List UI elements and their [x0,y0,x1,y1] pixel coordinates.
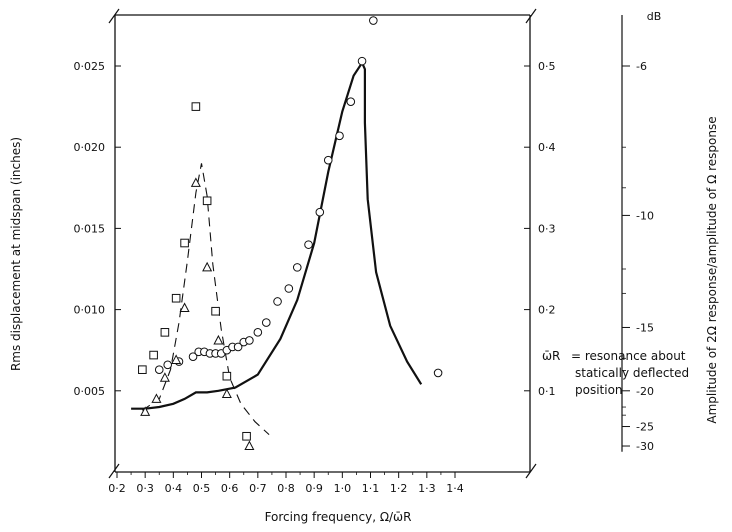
triangle-marker [159,372,170,382]
y-right-tick-label: 0·1 [538,385,556,398]
x-tick-label: 1·2 [390,482,408,495]
square-marker [149,350,158,360]
circle-marker [273,297,282,306]
triangle-marker [202,261,213,272]
x-tick-label: 0·7 [249,482,267,495]
triangle-marker [140,406,151,416]
square-marker [242,431,251,441]
square-marker [171,293,181,303]
circle-marker [357,56,367,66]
axis-break-mark [525,463,537,479]
x-tick-label: 1·4 [446,482,464,495]
square-marker [138,365,147,374]
square-marker [222,371,232,381]
triangle-marker [244,440,255,451]
x-tick-label: 0·4 [165,482,183,495]
circle-marker [188,352,198,361]
square-marker [180,238,189,248]
annotation-line-3: position [575,383,623,397]
annotation-line-2: statically deflected [575,366,689,380]
circle-marker [323,155,333,165]
axis-break-mark [108,463,120,479]
axes [108,8,630,479]
solid-curve [131,60,423,410]
square-marker [191,102,201,111]
y-right-tick-label: 0·3 [538,222,556,235]
axis-break-mark [108,8,120,24]
triangle-marker [151,393,162,403]
y-right-tick-label: 0·4 [538,141,556,154]
x-tick-label: 0·8 [277,482,295,495]
dashed-curve [141,163,270,436]
db-tick-label: -15 [636,321,654,334]
circle-marker [315,207,325,217]
x-tick-label: 1·0 [334,482,352,495]
circle-marker [261,318,271,327]
db-tick-label: -10 [636,209,654,222]
circle-marker [163,360,172,370]
triangle-marker [190,177,201,187]
axis-break-mark [525,8,537,24]
x-tick-label: 0·6 [221,482,239,495]
db-tick-label: -6 [636,60,647,73]
circle-marker [433,368,443,378]
chart-text: Forcing frequency, Ω/ω̄R Rms displacemen… [9,10,719,524]
x-tick-label: 0·9 [305,482,323,495]
data-series [131,16,443,451]
y-left-tick-label: 0·020 [74,141,106,154]
db-scale-title: dB [647,10,662,23]
db-tick-label: -25 [636,421,654,434]
circle-marker [154,365,164,374]
circle-marker [253,328,263,337]
x-tick-label: 1·1 [362,482,380,495]
circle-marker [292,263,302,272]
y-axis-right-title: Amplitude of 2Ω response/amplitude of Ω … [705,116,719,423]
circle-marker [233,342,243,352]
circle-marker [304,240,313,249]
y-left-tick-label: 0·015 [74,222,106,235]
circle-marker [284,284,294,293]
triangle-marker [213,334,224,345]
db-tick-label: -30 [636,440,654,453]
annotation-symbol: ω̄R [542,349,560,363]
square-marker [211,306,220,316]
y-right-tick-label: 0·5 [538,60,556,73]
y-left-tick-label: 0·010 [74,304,106,317]
triangle-marker [179,302,190,312]
x-tick-label: 0·3 [136,482,154,495]
circle-marker [346,97,356,107]
y-left-tick-label: 0·025 [74,60,106,73]
annotation-line-1: = resonance about [571,349,686,363]
triangle-marker [221,388,232,399]
circle-marker [245,336,254,345]
y-left-tick-label: 0·005 [74,385,106,398]
square-marker [202,196,212,206]
triangle-marker [171,354,182,364]
y-right-tick-label: 0·2 [538,304,556,317]
y-axis-left-title: Rms displacement at midspan (inches) [9,137,23,371]
db-tick-label: -20 [636,385,654,398]
x-axis-title: Forcing frequency, Ω/ω̄R [265,510,412,524]
x-tick-label: 0·5 [193,482,211,495]
circle-marker [335,131,344,141]
circle-marker [369,16,378,25]
x-tick-label: 1·3 [418,482,436,495]
x-tick-label: 0·2 [108,482,126,495]
square-marker [160,328,170,337]
